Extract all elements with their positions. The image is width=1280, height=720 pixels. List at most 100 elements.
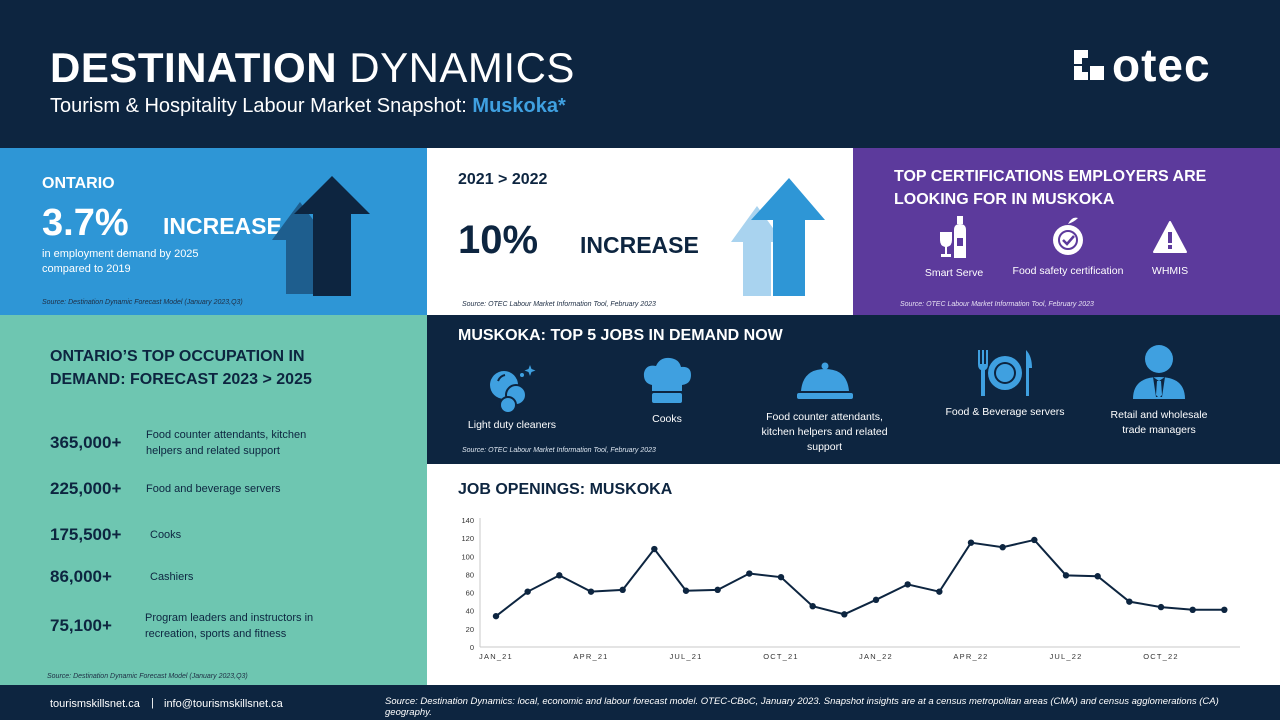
data-point <box>682 587 690 594</box>
top-jobs-heading: MUSKOKA: TOP 5 JOBS IN DEMAND NOW <box>458 327 783 344</box>
cert-label-smart-serve: Smart Serve <box>924 267 984 279</box>
data-point <box>746 570 753 577</box>
y-tick-label: 20 <box>466 625 474 634</box>
apple-check-icon <box>1053 217 1083 255</box>
ontario-panel: ONTARIO 3.7% INCREASE in employment dema… <box>0 148 427 315</box>
data-point <box>587 588 595 595</box>
cert-label-food-safety: Food safety certification <box>1012 265 1124 277</box>
occupation-row: 175,500+ Cooks <box>50 525 181 545</box>
occupation-label: Cashiers <box>150 571 194 583</box>
job-openings-line-chart: 0 20 40 60 80 100 120 140 JAN_21 APR_21 JUL_21 OCT_… <box>461 516 1240 661</box>
up-arrows-icon <box>272 176 370 296</box>
occupations-source: Source: Destination Dynamic Forecast Mod… <box>47 673 248 680</box>
data-point <box>1062 572 1070 579</box>
job-label: Cooks <box>652 413 682 425</box>
data-point <box>904 581 911 588</box>
y-tick-label: 100 <box>461 552 474 561</box>
title-light: DYNAMICS <box>349 44 575 91</box>
occupation-row: 75,100+ Program leaders and instructors … <box>50 610 345 642</box>
warning-icon <box>1153 221 1187 253</box>
ontario-increase-label: INCREASE <box>163 213 282 239</box>
data-point <box>619 586 626 594</box>
job-item: Food & Beverage servers <box>935 348 1075 420</box>
data-point <box>1189 606 1196 614</box>
occupation-row: 86,000+ Cashiers <box>50 567 193 587</box>
occupation-count: 365,000+ <box>50 433 122 452</box>
data-point <box>967 539 975 546</box>
job-item: Cooks <box>627 357 707 427</box>
footer-website-link[interactable]: tourismskillsnet.ca <box>50 698 140 710</box>
occupation-label: Cooks <box>150 529 182 541</box>
chart-title: JOB OPENINGS: MUSKOKA <box>458 481 673 498</box>
data-point <box>809 602 816 610</box>
data-point <box>936 588 943 595</box>
growth-panel: 2021 > 2022 10% INCREASE Source: OTEC La… <box>427 148 853 315</box>
job-item: Retail and wholesale trade managers <box>1104 343 1214 438</box>
footer-email-link[interactable]: info@tourismskillsnet.ca <box>164 698 283 710</box>
data-point <box>1094 573 1101 580</box>
occupation-count: 86,000+ <box>50 567 112 586</box>
y-tick-label: 80 <box>466 570 474 579</box>
subtitle-text: Tourism & Hospitality Labour Market Snap… <box>50 95 473 117</box>
subtitle-region: Muskoka* <box>472 95 566 117</box>
cert-item: Food safety certification <box>1003 216 1133 277</box>
y-tick-label: 60 <box>466 589 474 598</box>
up-arrows-icon <box>731 178 825 296</box>
data-point <box>1031 536 1038 544</box>
x-tick-label: OCT_22 <box>1143 652 1179 661</box>
y-tick-label: 140 <box>461 516 474 525</box>
occupation-label: Program leaders and instructors in recre… <box>145 612 314 640</box>
job-label: Light duty cleaners <box>467 419 557 431</box>
top-jobs-panel: MUSKOKA: TOP 5 JOBS IN DEMAND NOW Light … <box>427 315 1280 464</box>
certifications-source: Source: OTEC Labour Market Information T… <box>900 301 1094 308</box>
data-point <box>524 588 531 595</box>
ontario-heading: ONTARIO <box>42 175 115 192</box>
data-point <box>777 573 785 581</box>
x-tick-label: JUL_21 <box>669 652 702 661</box>
data-point <box>714 586 721 594</box>
growth-increase-label: INCREASE <box>580 232 699 258</box>
x-tick-label: JAN_22 <box>859 652 893 661</box>
cert-label-whmis: WHMIS <box>1151 265 1189 277</box>
data-point <box>999 544 1006 551</box>
otec-logo: OTEC <box>1072 38 1211 92</box>
footer: tourismskillsnet.ca | info@tourismskills… <box>0 685 1280 720</box>
cert-item: Smart Serve <box>913 216 995 279</box>
occupation-row: 365,000+ Food counter attendants, kitche… <box>50 427 336 459</box>
y-tick-label: 120 <box>461 534 474 543</box>
occupations-panel: ONTARIO’S TOP OCCUPATION IN DEMAND: FORE… <box>0 315 427 685</box>
y-tick-label: 40 <box>466 607 474 616</box>
data-point <box>872 596 880 604</box>
cleaning-bubbles-icon <box>490 365 536 414</box>
footer-separator: | <box>151 697 154 709</box>
data-point <box>556 572 563 579</box>
growth-percent: 10% <box>458 218 539 262</box>
occupation-label: Food counter attendants, kitchen helpers… <box>146 429 307 457</box>
x-tick-label: OCT_21 <box>763 652 799 661</box>
x-tick-label: JUL_22 <box>1049 652 1082 661</box>
ontario-source: Source: Destination Dynamic Forecast Mod… <box>42 299 243 306</box>
job-label: Retail and wholesale trade managers <box>1110 409 1208 436</box>
plate-cutlery-icon <box>978 350 1032 396</box>
cloche-icon <box>796 362 853 399</box>
otec-logo-icon <box>1074 50 1104 80</box>
page-subtitle: Tourism & Hospitality Labour Market Snap… <box>50 95 566 118</box>
header: DESTINATION DYNAMICS Tourism & Hospitali… <box>0 0 1280 148</box>
job-label: Food & Beverage servers <box>945 406 1065 418</box>
series-line <box>495 538 1225 617</box>
manager-icon <box>1133 345 1185 399</box>
occupations-heading: ONTARIO’S TOP OCCUPATION IN DEMAND: FORE… <box>50 348 312 388</box>
occupation-count: 175,500+ <box>50 525 122 544</box>
data-point <box>1157 603 1165 611</box>
logo-text: OTEC <box>1112 39 1211 91</box>
ontario-percent: 3.7% <box>42 202 129 244</box>
data-point <box>651 545 658 553</box>
bottle-glass-icon <box>940 216 966 258</box>
occupation-row: 225,000+ Food and beverage servers <box>50 479 281 499</box>
top-jobs-source: Source: OTEC Labour Market Information T… <box>462 447 656 454</box>
y-tick-label: 0 <box>470 643 474 652</box>
job-item: Food counter attendants, kitchen helpers… <box>752 361 897 455</box>
occupation-count: 225,000+ <box>50 479 122 498</box>
x-tick-label: JAN_21 <box>479 652 513 661</box>
x-tick-label: APR_21 <box>573 652 608 661</box>
